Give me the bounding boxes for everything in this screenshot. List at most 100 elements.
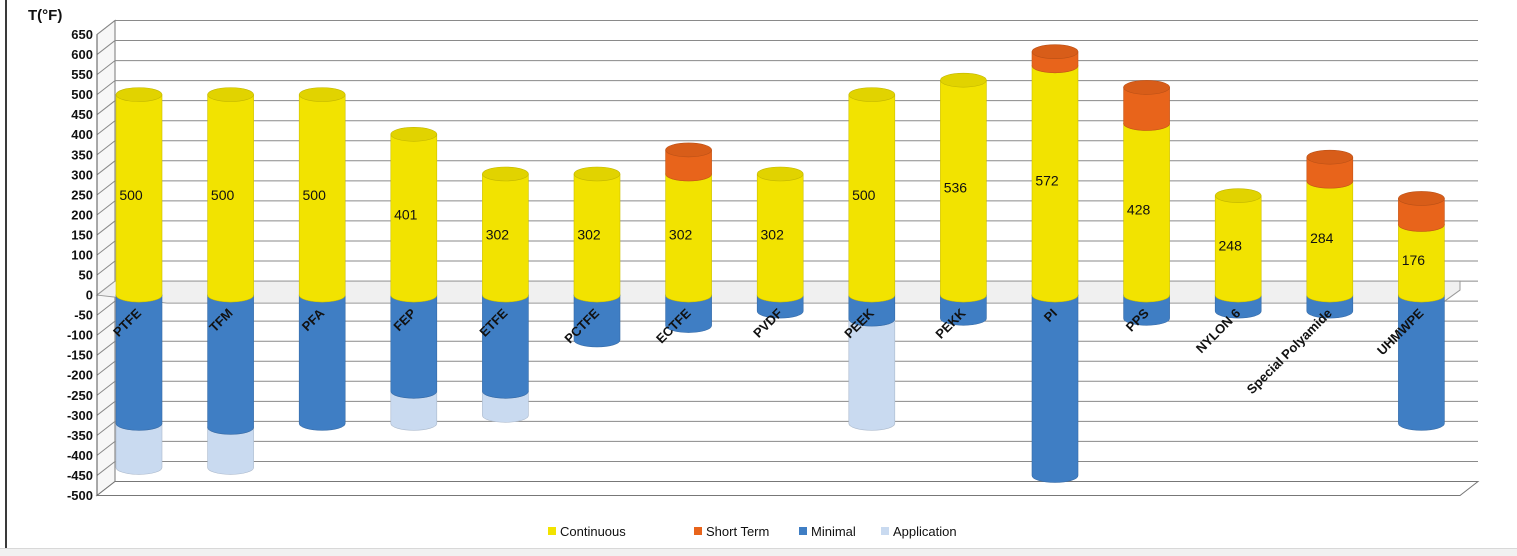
gridline [96, 100, 1478, 116]
nylon-6-data-label: 248 [1219, 237, 1243, 253]
ectfe-data-label: 302 [669, 227, 693, 243]
y-tick-label: -200 [67, 368, 93, 383]
y-axis-label: T(°F) [28, 7, 62, 24]
pekk-minimal-bar-body [940, 294, 987, 326]
gridline [96, 340, 1478, 356]
y-tick-label: 650 [71, 27, 93, 42]
legend-label-minimal: Minimal [811, 524, 856, 539]
special-polyamide-short-term-bar-top [1306, 149, 1354, 165]
y-tick-label: -150 [67, 348, 93, 363]
tfm-data-label: 500 [211, 187, 235, 203]
uhmwpe-short-term-bar-top [1398, 191, 1445, 206]
y-tick-label: 400 [71, 127, 93, 142]
pvdf-continuous-bar-top [756, 166, 804, 182]
gridline [96, 420, 1478, 436]
y-tick-label: -400 [67, 448, 93, 463]
gridline [96, 220, 1478, 236]
y-tick-label: 100 [71, 247, 93, 262]
y-tick-label: -350 [67, 428, 93, 443]
pfa-minimal-bar-body [298, 294, 346, 431]
etfe-data-label: 302 [486, 227, 510, 243]
ectfe-continuous-bar-body [665, 173, 712, 303]
gridline [96, 40, 1478, 55]
fep-continuous-bar-body [390, 134, 438, 303]
pctfe-continuous-bar-body [573, 173, 621, 303]
ptfe-application-bar-body [115, 423, 163, 475]
ptfe-continuous-bar-body [115, 94, 163, 303]
y-tick-label: 0 [86, 288, 93, 303]
pfa-continuous-bar-body [298, 94, 346, 303]
fep-application-bar-body [390, 390, 438, 431]
etfe-continuous-bar-body [482, 173, 529, 303]
pekk-continuous-bar-body [940, 79, 987, 303]
fep-continuous-bar-top [390, 127, 438, 142]
category-label-special-polyamide: Special Polyamide [1244, 306, 1335, 397]
fep-data-label: 401 [394, 207, 418, 223]
gridline [96, 400, 1478, 416]
gridline [96, 460, 1478, 476]
peek-application-bar-body [848, 318, 896, 431]
uhmwpe-continuous-bar-body [1398, 224, 1445, 303]
gridline [96, 320, 1478, 336]
pi-continuous-bar-body [1031, 65, 1079, 303]
pps-short-term-bar-top [1123, 80, 1170, 95]
legend-swatch-continuous [548, 527, 556, 535]
legend-swatch-application [881, 527, 889, 535]
gridline [96, 360, 1478, 376]
gridline [96, 380, 1478, 396]
side-wall [96, 19, 116, 497]
ectfe-short-term-bar-body [665, 149, 712, 182]
etfe-application-bar-body [482, 390, 529, 423]
pps-continuous-bar-body [1123, 123, 1170, 303]
gridline [96, 240, 1478, 256]
ptfe-continuous-bar-top [115, 87, 163, 102]
legend-label-application: Application [893, 524, 957, 539]
uhmwpe-minimal-bar-body [1398, 294, 1445, 431]
gridline [96, 180, 1478, 196]
peek-continuous-bar-body [848, 94, 896, 303]
y-tick-label: 250 [71, 187, 93, 202]
tfm-continuous-bar-top [207, 87, 254, 102]
y-tick-label: -250 [67, 388, 93, 403]
floor [95, 481, 1480, 496]
pctfe-continuous-bar-top [573, 166, 621, 182]
y-tick-label: 350 [71, 147, 93, 162]
special-polyamide-short-term-bar-body [1306, 156, 1354, 189]
pps-data-label: 428 [1127, 201, 1151, 217]
tfm-continuous-bar-body [207, 94, 254, 303]
ptfe-data-label: 500 [119, 187, 143, 203]
special-polyamide-data-label: 284 [1310, 230, 1334, 246]
pctfe-data-label: 302 [577, 227, 601, 243]
pvdf-data-label: 302 [761, 227, 785, 243]
bottom-frame-border [0, 548, 1517, 556]
pi-short-term-bar-top [1031, 44, 1079, 60]
tfm-minimal-bar-body [207, 294, 254, 435]
uhmwpe-short-term-bar-body [1398, 198, 1445, 232]
gridline [96, 120, 1478, 136]
pekk-data-label: 536 [944, 180, 968, 196]
gridline [96, 260, 1478, 276]
y-tick-label: 300 [71, 167, 93, 182]
tfm-application-bar-body [207, 427, 254, 475]
y-tick-label: 450 [71, 107, 93, 122]
gridline [96, 80, 1478, 96]
pfa-data-label: 500 [303, 187, 327, 203]
special-polyamide-continuous-bar-body [1306, 180, 1354, 303]
pps-short-term-bar-body [1123, 87, 1170, 131]
gridline [96, 160, 1478, 176]
legend-swatch-minimal [799, 527, 807, 535]
nylon-6-continuous-bar-body [1214, 195, 1262, 303]
uhmwpe-data-label: 176 [1402, 252, 1426, 268]
etfe-minimal-bar-body [482, 294, 529, 399]
y-tick-label: 550 [71, 67, 93, 82]
gridline [96, 440, 1478, 456]
peek-continuous-bar-top [848, 87, 896, 102]
gridline [96, 140, 1478, 156]
ectfe-short-term-bar-top [665, 142, 712, 158]
y-tick-label: 50 [79, 268, 93, 283]
legend-swatch-short-term [694, 527, 702, 535]
y-tick-label: 600 [71, 47, 93, 62]
pi-data-label: 572 [1035, 172, 1059, 188]
peek-data-label: 500 [852, 187, 876, 203]
pps-minimal-bar-body [1123, 294, 1170, 326]
